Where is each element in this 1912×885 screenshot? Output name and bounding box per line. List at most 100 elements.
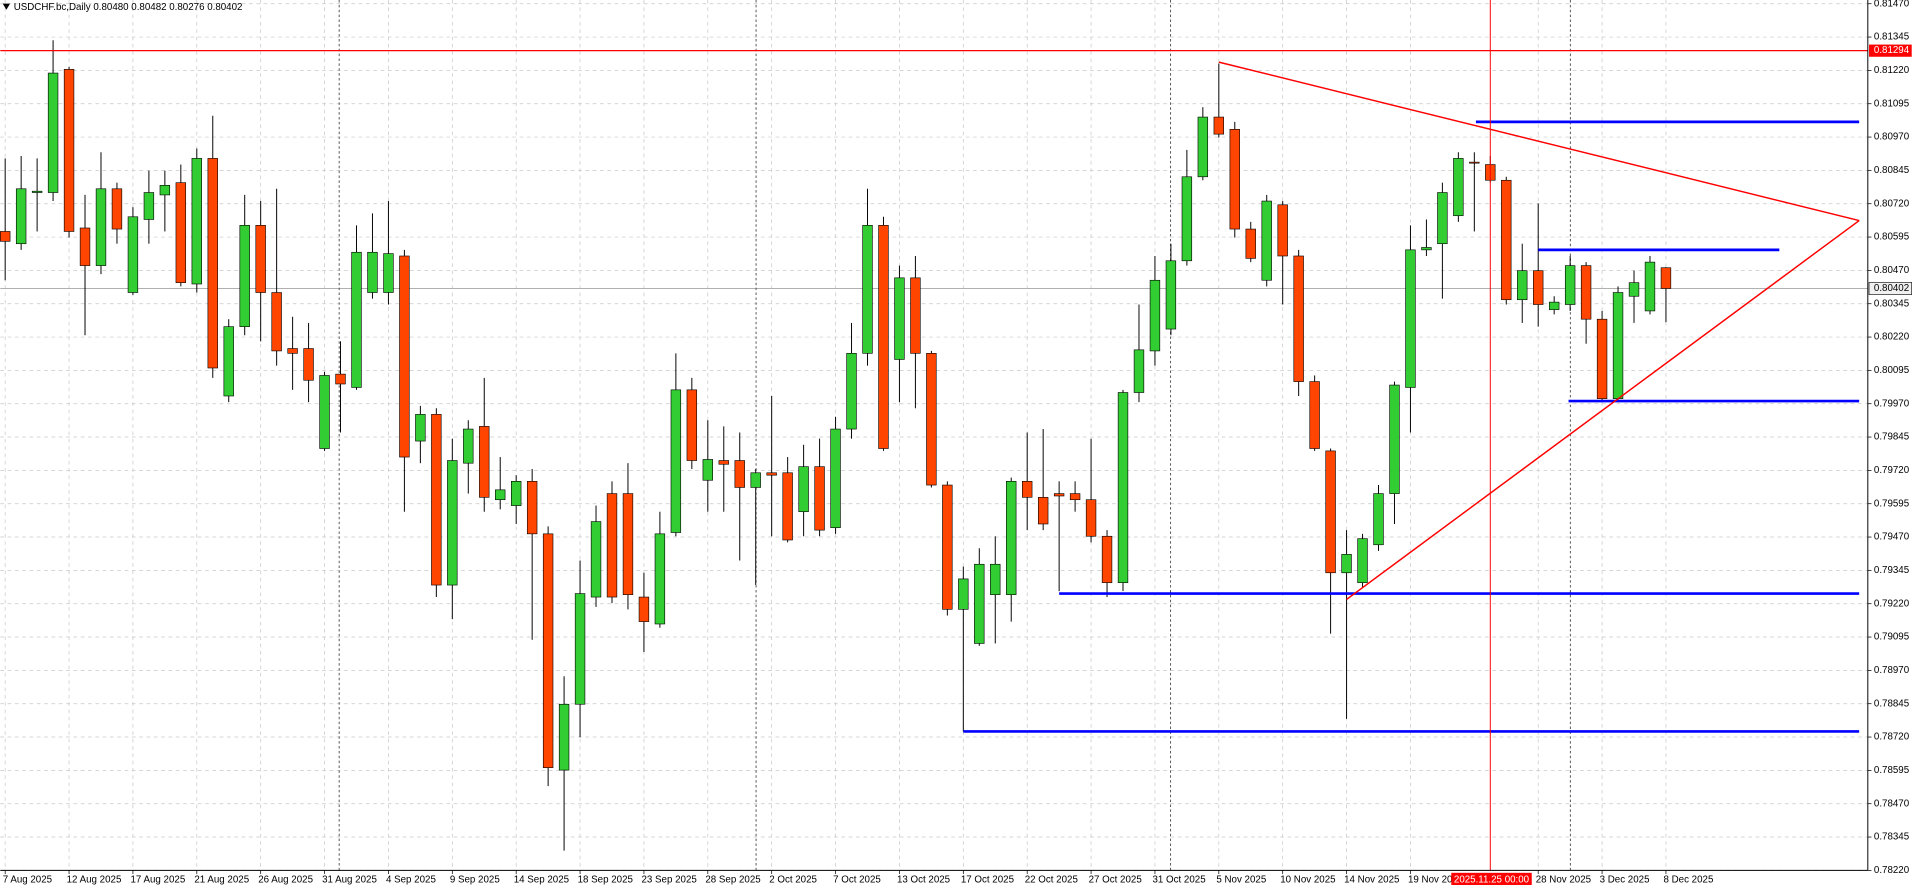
crosshair-label-box xyxy=(1451,872,1532,885)
candle-body xyxy=(1517,270,1528,301)
y-tick-label: 0.80345 xyxy=(1874,298,1910,309)
trendline xyxy=(1218,61,1860,222)
x-tick-label: 2 Oct 2025 xyxy=(769,875,817,885)
candle-body xyxy=(447,460,458,586)
y-tick-label: 0.79345 xyxy=(1874,565,1910,576)
candle-body xyxy=(1580,265,1592,320)
x-tick-label: 28 Sep 2025 xyxy=(705,875,761,885)
candle-body xyxy=(111,188,123,230)
crosshair-label: 2025.11.25 00:00 xyxy=(1454,875,1530,885)
candle-body xyxy=(926,353,937,486)
x-tick-label: 9 Sep 2025 xyxy=(450,875,500,885)
candle-body xyxy=(590,521,602,598)
candle-body xyxy=(1277,204,1288,257)
candle-body xyxy=(79,227,91,266)
candle-body xyxy=(1628,282,1640,297)
candle-body xyxy=(1548,301,1560,310)
y-tick-label: 0.78595 xyxy=(1874,765,1910,776)
y-tick-label: 0.78720 xyxy=(1874,732,1910,743)
candle-body xyxy=(750,472,761,488)
x-tick-label: 26 Aug 2025 xyxy=(258,875,313,885)
candle-body xyxy=(1437,192,1448,245)
candle-body xyxy=(878,225,889,449)
candle-body xyxy=(1341,554,1352,574)
candle-body xyxy=(207,158,218,369)
candle-body xyxy=(1006,481,1017,595)
candle-body xyxy=(319,375,330,449)
candle-body xyxy=(1053,493,1065,497)
candle-body xyxy=(495,489,506,501)
y-tick-label: 0.79220 xyxy=(1874,598,1910,609)
candle-body xyxy=(95,188,107,266)
candle-body xyxy=(479,426,490,498)
candle-body xyxy=(846,353,857,430)
x-tick-label: 7 Aug 2025 xyxy=(3,875,53,885)
candle-body xyxy=(1564,265,1576,305)
y-tick-label: 0.80970 xyxy=(1874,132,1910,143)
candle-body xyxy=(1149,279,1161,352)
x-tick-label: 3 Dec 2025 xyxy=(1600,875,1650,885)
candle-body xyxy=(1245,228,1256,259)
candle-body xyxy=(862,225,873,354)
candle-body xyxy=(127,216,139,293)
x-tick-label: 27 Oct 2025 xyxy=(1089,875,1143,885)
candle-body xyxy=(15,188,27,245)
candle-body xyxy=(1069,493,1081,501)
candle-body xyxy=(1117,392,1129,583)
candle-body xyxy=(942,484,953,610)
candle-body xyxy=(1533,270,1544,305)
candle-body xyxy=(1133,349,1145,393)
menu-triangle[interactable] xyxy=(2,3,11,10)
candle-body xyxy=(511,481,522,506)
x-tick-label: 7 Oct 2025 xyxy=(833,875,881,885)
y-tick-label: 0.79970 xyxy=(1874,398,1910,409)
y-tick-label: 0.81095 xyxy=(1874,98,1910,109)
x-tick-label: 31 Oct 2025 xyxy=(1153,875,1207,885)
candle-body xyxy=(638,596,650,622)
grid-layer xyxy=(0,0,1868,871)
candle-body xyxy=(255,225,266,293)
candle-body xyxy=(1293,255,1304,382)
candle-body xyxy=(974,563,985,644)
candle-body xyxy=(782,472,793,541)
last-price-label: 0.80402 xyxy=(1874,283,1909,294)
candle-body xyxy=(606,493,618,598)
y-tick-label: 0.79595 xyxy=(1874,498,1910,509)
candle-body xyxy=(1405,249,1416,388)
candle-body xyxy=(830,428,841,529)
candle-body xyxy=(958,578,969,610)
candle-body xyxy=(654,533,666,625)
y-tick-label: 0.78220 xyxy=(1874,865,1910,876)
y-tick-label: 0.79845 xyxy=(1874,432,1910,443)
candle-body xyxy=(31,190,43,193)
x-tick-label: 5 Nov 2025 xyxy=(1216,875,1266,885)
x-tick-label: 13 Oct 2025 xyxy=(897,875,951,885)
chart-title: USDCHF.bc,Daily 0.80480 0.80482 0.80276 … xyxy=(14,2,243,13)
candle-body xyxy=(351,251,362,388)
candle-body xyxy=(1644,261,1656,312)
candle-body xyxy=(526,481,538,535)
candle-body xyxy=(990,563,1001,595)
candle-body xyxy=(175,182,187,283)
candle-body xyxy=(1213,116,1224,135)
candle-body xyxy=(431,414,442,586)
candle-body xyxy=(1037,497,1049,525)
candle-body xyxy=(223,326,234,397)
candle-body xyxy=(734,460,745,488)
candle-body xyxy=(159,185,171,196)
x-tick-label: 19 Nov 2025 xyxy=(1408,875,1464,885)
x-tick-label: 21 Aug 2025 xyxy=(194,875,249,885)
x-tick-label: 22 Oct 2025 xyxy=(1025,875,1079,885)
candle-body xyxy=(910,277,921,354)
y-tick-label: 0.78470 xyxy=(1874,798,1910,809)
candle-body xyxy=(558,703,570,771)
x-tick-label: 17 Aug 2025 xyxy=(130,875,185,885)
candle-body xyxy=(686,389,698,461)
y-tick-label: 0.78970 xyxy=(1874,665,1910,676)
candle-body xyxy=(399,255,410,458)
y-tick-label: 0.80220 xyxy=(1874,332,1910,343)
x-tick-label: 23 Sep 2025 xyxy=(641,875,697,885)
candle-body xyxy=(798,466,809,513)
